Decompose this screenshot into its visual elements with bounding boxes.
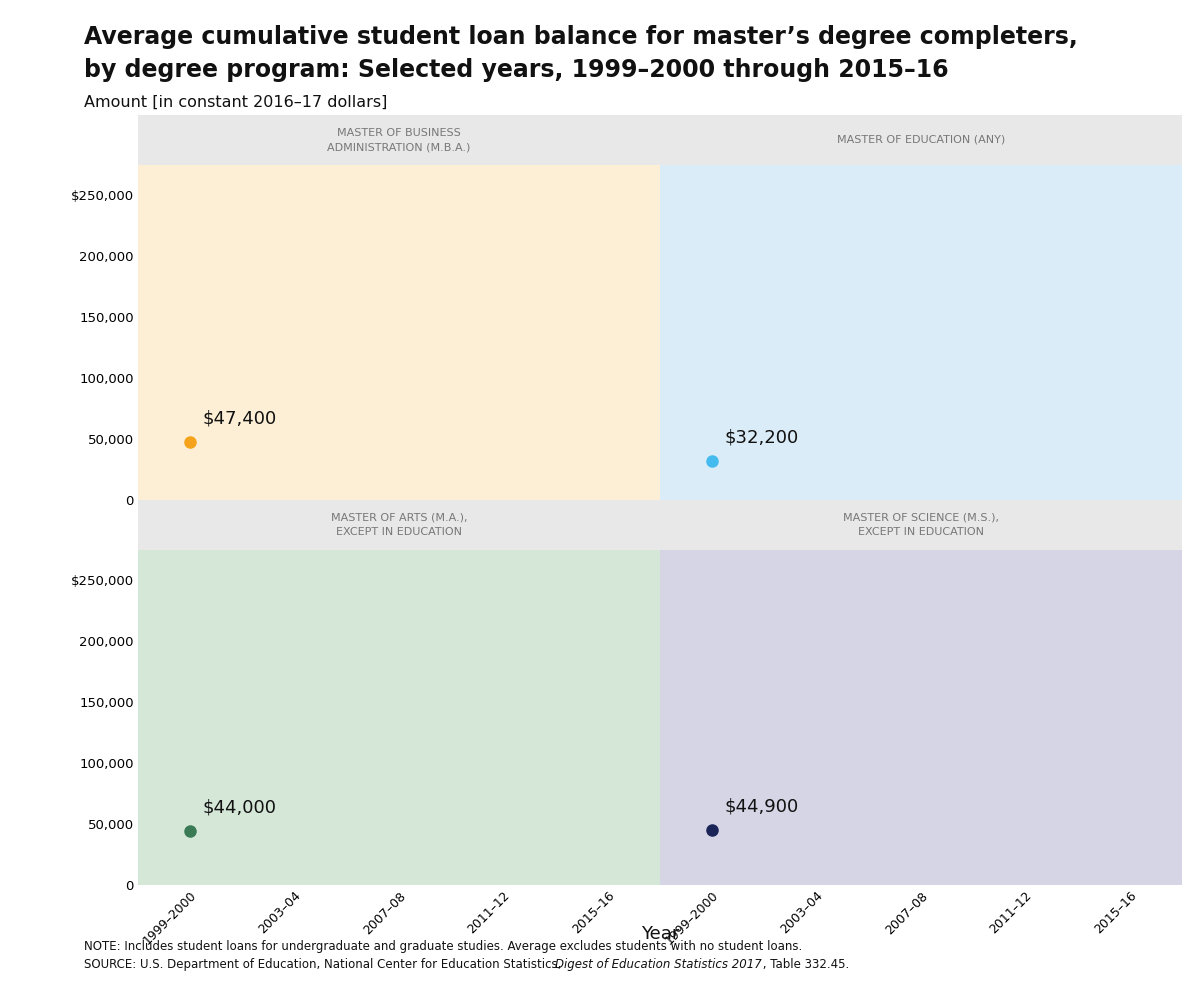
Text: by degree program: Selected years, 1999–2000 through 2015–16: by degree program: Selected years, 1999–… xyxy=(84,58,949,82)
Text: SOURCE: U.S. Department of Education, National Center for Education Statistics,: SOURCE: U.S. Department of Education, Na… xyxy=(84,958,569,971)
Text: Average cumulative student loan balance for master’s degree completers,: Average cumulative student loan balance … xyxy=(84,25,1078,49)
Text: MASTER OF BUSINESS
ADMINISTRATION (M.B.A.): MASTER OF BUSINESS ADMINISTRATION (M.B.A… xyxy=(328,128,470,152)
Text: Amount [in constant 2016–17 dollars]: Amount [in constant 2016–17 dollars] xyxy=(84,95,388,110)
Text: $44,900: $44,900 xyxy=(725,798,799,816)
Text: Year: Year xyxy=(641,925,679,943)
Text: MASTER OF EDUCATION (ANY): MASTER OF EDUCATION (ANY) xyxy=(836,135,1006,145)
Text: MASTER OF SCIENCE (M.S.),
EXCEPT IN EDUCATION: MASTER OF SCIENCE (M.S.), EXCEPT IN EDUC… xyxy=(844,513,1000,537)
Text: $47,400: $47,400 xyxy=(203,410,277,428)
Text: , Table 332.45.: , Table 332.45. xyxy=(760,958,850,971)
Text: NOTE: Includes student loans for undergraduate and graduate studies. Average exc: NOTE: Includes student loans for undergr… xyxy=(84,940,803,953)
Text: MASTER OF ARTS (M.A.),
EXCEPT IN EDUCATION: MASTER OF ARTS (M.A.), EXCEPT IN EDUCATI… xyxy=(331,513,467,537)
Text: $44,000: $44,000 xyxy=(203,799,277,817)
Text: Digest of Education Statistics 2017: Digest of Education Statistics 2017 xyxy=(556,958,762,971)
Text: $32,200: $32,200 xyxy=(725,428,799,446)
